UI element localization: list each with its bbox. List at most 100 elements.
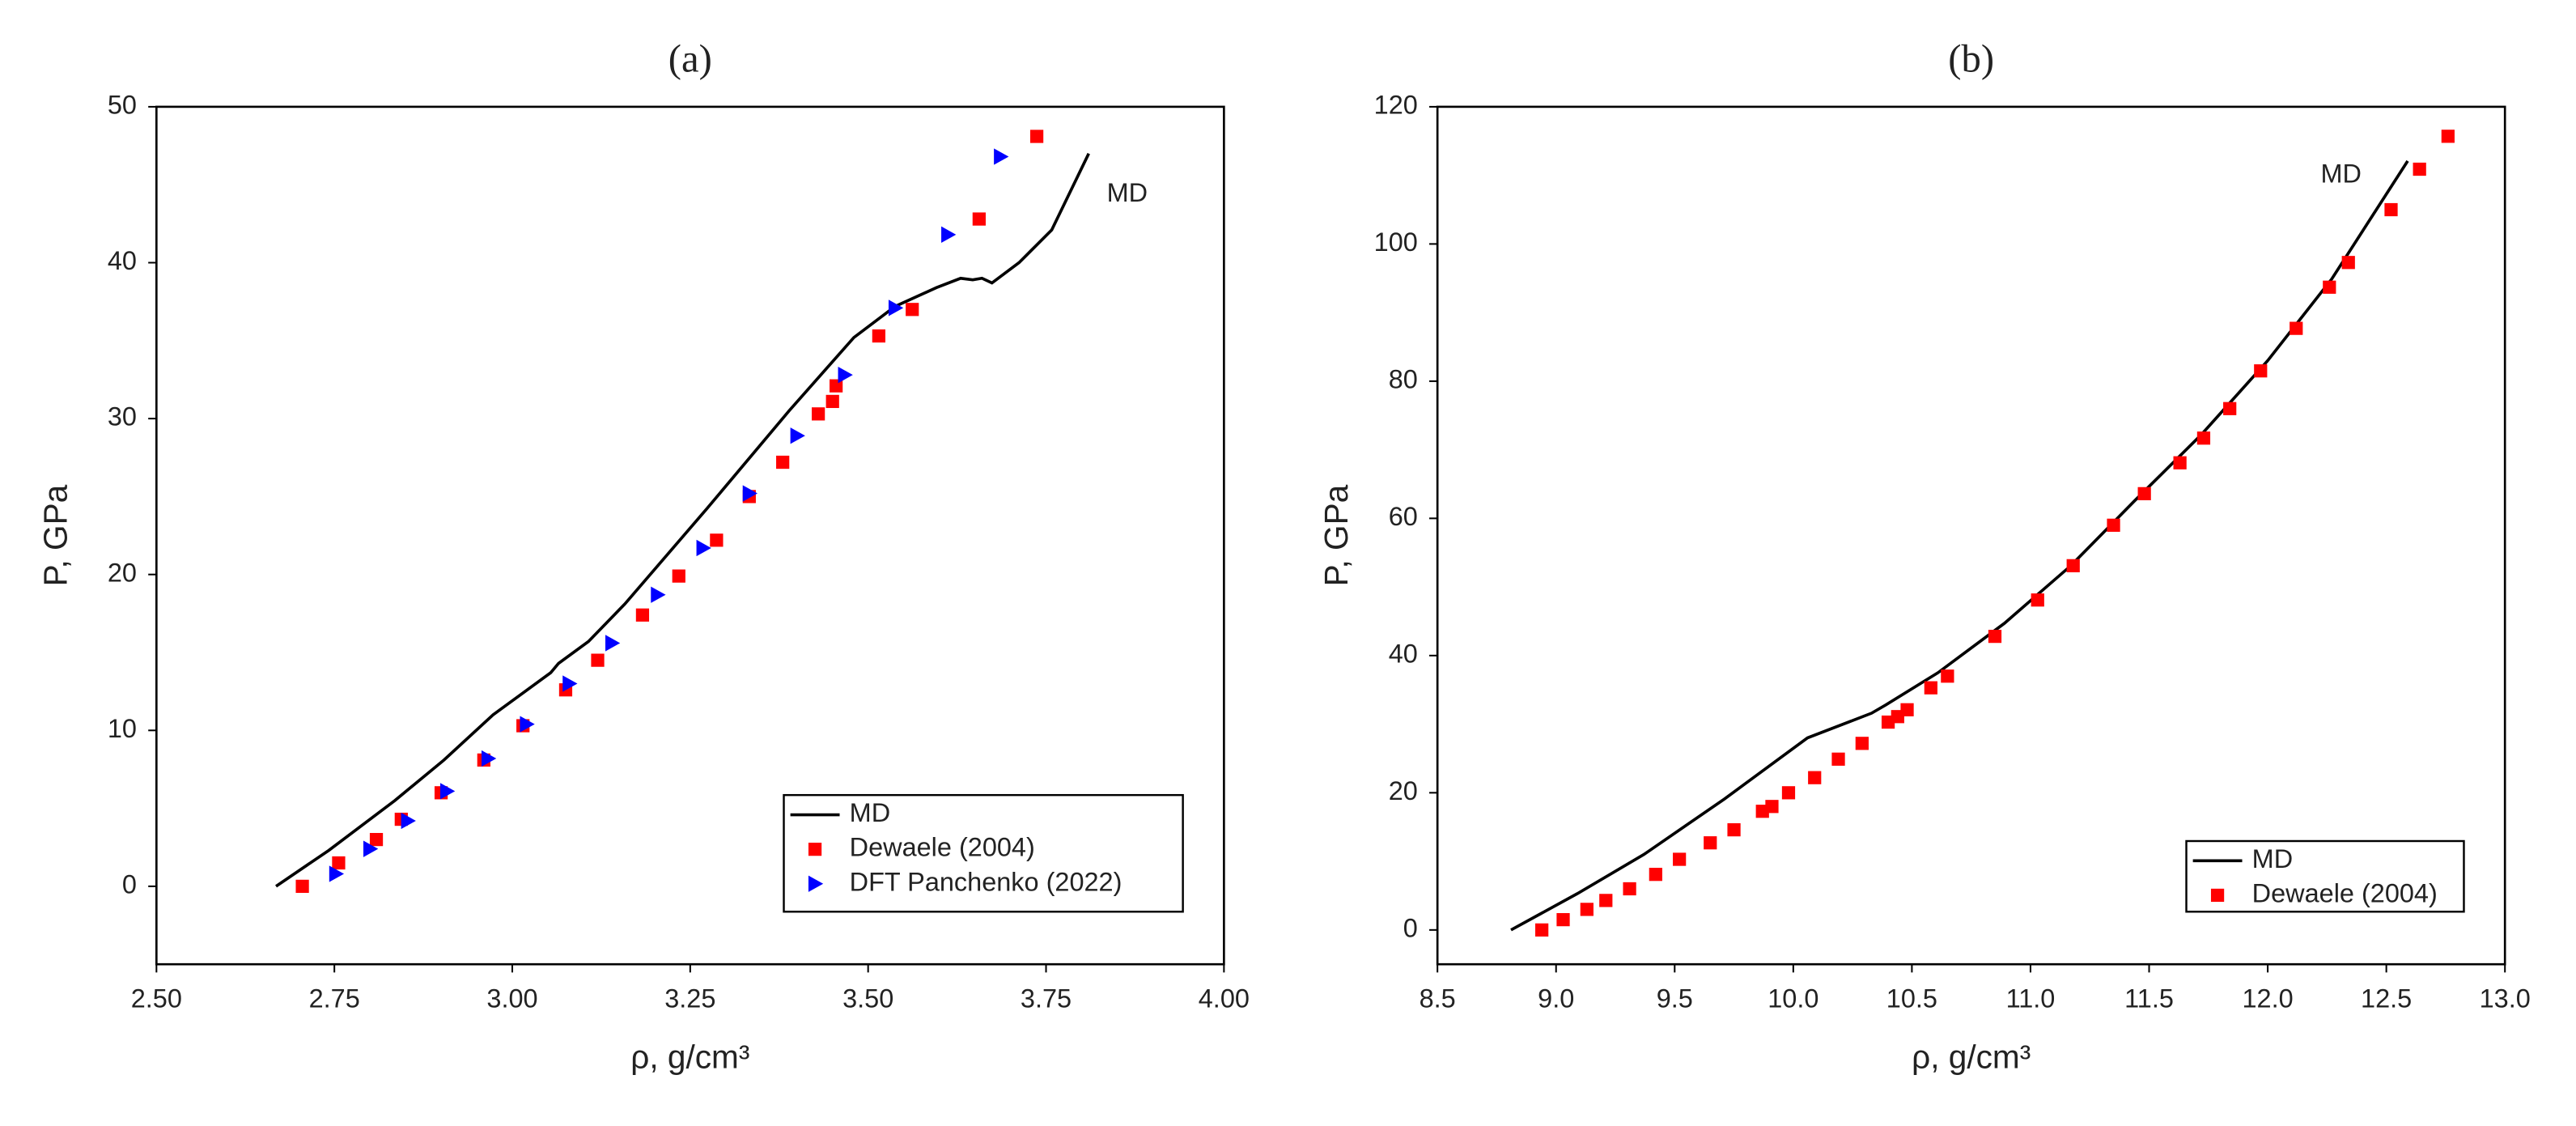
x-tick-label: 3.50 xyxy=(842,984,893,1013)
marker xyxy=(401,812,416,830)
marker xyxy=(605,635,621,652)
marker xyxy=(369,832,384,847)
marker xyxy=(825,394,839,409)
x-tick-label: 2.75 xyxy=(309,984,360,1013)
marker xyxy=(363,840,379,857)
y-tick-label: 100 xyxy=(1374,227,1418,257)
marker xyxy=(1855,737,1869,750)
legend-label: Dewaele (2004) xyxy=(2252,879,2438,908)
y-tick-label: 80 xyxy=(1389,364,1418,393)
marker xyxy=(2323,280,2336,294)
legend-marker xyxy=(808,843,822,856)
x-tick-label: 9.5 xyxy=(1657,984,1693,1013)
y-tick-label: 60 xyxy=(1389,502,1418,531)
marker xyxy=(696,539,711,557)
marker xyxy=(2413,162,2426,176)
marker xyxy=(1781,786,1796,800)
legend-label: MD xyxy=(850,798,890,827)
x-axis-label: ρ, g/cm³ xyxy=(630,1039,749,1076)
marker xyxy=(1941,669,1954,683)
marker xyxy=(1924,681,1937,695)
y-tick-label: 40 xyxy=(1389,639,1418,668)
marker xyxy=(2107,518,2120,532)
marker xyxy=(710,533,724,547)
marker xyxy=(888,300,904,317)
y-tick-label: 40 xyxy=(108,246,137,275)
marker xyxy=(1535,923,1549,937)
marker xyxy=(1704,836,1717,850)
marker xyxy=(1831,752,1845,766)
marker xyxy=(2441,130,2455,143)
x-tick-label: 8.5 xyxy=(1420,984,1456,1013)
marker xyxy=(1623,882,1636,896)
marker xyxy=(2290,321,2303,335)
marker xyxy=(635,608,650,622)
legend-label: DFT Panchenko (2022) xyxy=(850,867,1122,896)
x-tick-label: 10.0 xyxy=(1768,984,1818,1013)
marker xyxy=(1599,894,1613,907)
marker xyxy=(1808,771,1822,784)
y-tick-label: 0 xyxy=(122,869,137,899)
y-tick-label: 0 xyxy=(1403,913,1418,942)
y-axis-label: P, GPa xyxy=(36,484,74,586)
chart-title: (b) xyxy=(1948,36,1994,80)
marker xyxy=(2254,364,2268,378)
marker xyxy=(941,226,957,243)
x-tick-label: 3.75 xyxy=(1021,984,1072,1013)
x-tick-label: 11.5 xyxy=(2124,984,2174,1013)
y-tick-label: 20 xyxy=(108,558,137,587)
marker xyxy=(1029,130,1044,143)
marker xyxy=(672,569,685,583)
marker xyxy=(439,783,456,800)
marker xyxy=(812,407,825,421)
marker xyxy=(838,367,853,384)
marker xyxy=(329,865,345,882)
marker xyxy=(2031,593,2044,607)
x-tick-label: 11.0 xyxy=(2006,984,2056,1013)
marker xyxy=(1765,800,1779,814)
marker xyxy=(742,485,758,502)
y-tick-label: 30 xyxy=(108,402,137,431)
marker xyxy=(2173,456,2187,470)
md-line xyxy=(275,152,1090,888)
legend-box xyxy=(2185,839,2465,913)
md-line xyxy=(1510,159,2409,932)
x-tick-label: 3.25 xyxy=(664,984,715,1013)
marker xyxy=(332,856,346,870)
marker xyxy=(829,379,843,393)
marker xyxy=(2384,202,2398,217)
legend-label: MD xyxy=(2252,844,2293,873)
marker xyxy=(591,653,605,667)
marker xyxy=(1580,903,1594,916)
annotation: MD xyxy=(1107,178,1148,207)
marker xyxy=(2066,559,2080,572)
legend-marker xyxy=(2210,888,2225,903)
marker xyxy=(520,716,535,733)
marker xyxy=(2341,256,2355,270)
x-axis-label: ρ, g/cm³ xyxy=(1912,1039,2031,1076)
marker xyxy=(481,750,497,767)
marker xyxy=(790,427,805,444)
x-tick-label: 12.5 xyxy=(2361,984,2412,1013)
marker xyxy=(1649,868,1662,882)
x-tick-label: 4.00 xyxy=(1199,984,1250,1013)
y-tick-label: 10 xyxy=(108,714,137,743)
y-axis-label: P, GPa xyxy=(1318,484,1355,586)
x-tick-label: 9.0 xyxy=(1538,984,1574,1013)
y-tick-label: 120 xyxy=(1374,90,1418,119)
legend-box xyxy=(783,793,1184,913)
y-tick-label: 20 xyxy=(1389,776,1418,805)
marker xyxy=(2137,487,2151,500)
marker xyxy=(872,329,885,343)
marker xyxy=(906,303,919,317)
marker xyxy=(651,586,666,603)
x-tick-label: 10.5 xyxy=(1886,984,1937,1013)
annotation: MD xyxy=(2320,159,2361,189)
marker xyxy=(2196,431,2211,445)
x-tick-label: 12.0 xyxy=(2242,984,2293,1013)
marker xyxy=(1673,852,1687,866)
marker xyxy=(1900,703,1914,716)
marker xyxy=(2223,402,2237,415)
